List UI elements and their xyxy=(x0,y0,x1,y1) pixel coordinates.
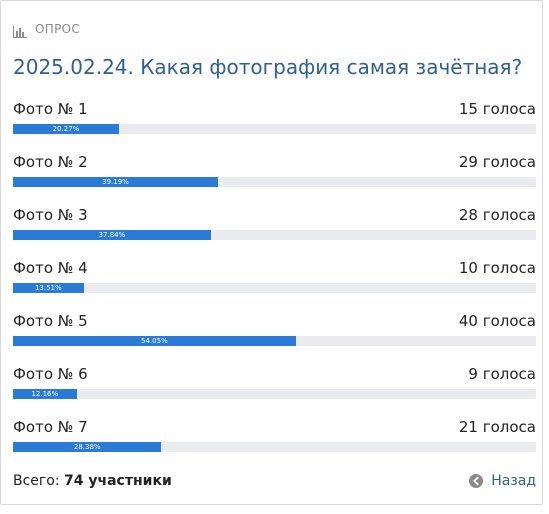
poll-option-name: Фото № 7 xyxy=(13,418,88,436)
poll-option-votes: 40 голоса xyxy=(458,312,536,330)
poll-option-name: Фото № 6 xyxy=(13,365,88,383)
poll-option-name: Фото № 2 xyxy=(13,153,88,171)
poll-title: 2025.02.24. Какая фотография самая зачёт… xyxy=(13,55,523,79)
poll-option-bar-track: 13.51% xyxy=(13,283,536,293)
poll-option-name: Фото № 5 xyxy=(13,312,88,330)
poll-option: Фото № 1 15 голоса 20.27% xyxy=(13,97,536,150)
poll-option-bar-fill: 28.38% xyxy=(13,442,162,452)
poll-option-percent: 54.05% xyxy=(140,337,168,345)
poll-option-bar-track: 39.19% xyxy=(13,177,536,187)
poll-option-percent: 12.16% xyxy=(31,390,59,398)
poll-option-bar-fill: 54.05% xyxy=(13,336,296,346)
total-value: 74 участники xyxy=(64,473,172,489)
total-participants: Всего: 74 участники xyxy=(13,473,172,489)
back-link[interactable]: Назад xyxy=(469,473,536,489)
poll-option-bar-track: 20.27% xyxy=(13,124,536,134)
back-label: Назад xyxy=(491,473,536,489)
poll-option-percent: 20.27% xyxy=(52,125,80,133)
poll-option-bar-track: 54.05% xyxy=(13,336,536,346)
poll-footer: Всего: 74 участники Назад xyxy=(13,473,536,493)
poll-header: ОПРОС xyxy=(13,21,81,38)
poll-option-votes: 9 голоса xyxy=(468,365,536,383)
poll-option-bar-track: 28.38% xyxy=(13,442,536,452)
poll-option-percent: 13.51% xyxy=(34,284,62,292)
poll-option-bar-fill: 20.27% xyxy=(13,124,119,134)
poll-option-bar-fill: 39.19% xyxy=(13,177,218,187)
poll-option: Фото № 5 40 голоса 54.05% xyxy=(13,309,536,362)
poll-option-votes: 10 голоса xyxy=(458,259,536,277)
poll-option-name: Фото № 4 xyxy=(13,259,88,277)
poll-option-bar-track: 37.84% xyxy=(13,230,536,240)
poll-option-bar-fill: 37.84% xyxy=(13,230,211,240)
poll-option-name: Фото № 1 xyxy=(13,100,88,118)
poll-option-votes: 29 голоса xyxy=(458,153,536,171)
poll-option-votes: 21 голоса xyxy=(458,418,536,436)
poll-option: Фото № 6 9 голоса 12.16% xyxy=(13,362,536,415)
poll-option-bar-track: 12.16% xyxy=(13,389,536,399)
poll-option: Фото № 7 21 голоса 28.38% xyxy=(13,415,536,468)
bar-chart-icon xyxy=(13,23,27,38)
arrow-left-circle-icon xyxy=(469,474,484,488)
poll-option: Фото № 3 28 голоса 37.84% xyxy=(13,203,536,256)
poll-option-votes: 15 голоса xyxy=(458,100,536,118)
poll-option: Фото № 4 10 голоса 13.51% xyxy=(13,256,536,309)
poll-option-bar-fill: 13.51% xyxy=(13,283,84,293)
poll-option-percent: 39.19% xyxy=(102,178,129,186)
poll-widget: ОПРОС 2025.02.24. Какая фотография самая… xyxy=(0,0,543,505)
poll-option-votes: 28 голоса xyxy=(458,206,536,224)
poll-results: Фото № 1 15 голоса 20.27% Фото № 2 29 голоса… xyxy=(13,97,536,468)
poll-option-name: Фото № 3 xyxy=(13,206,88,224)
poll-header-label: ОПРОС xyxy=(35,22,81,36)
poll-option-percent: 37.84% xyxy=(98,231,126,239)
total-label: Всего: xyxy=(13,473,60,489)
poll-option-bar-fill: 12.16% xyxy=(13,389,77,399)
poll-option-percent: 28.38% xyxy=(73,443,101,451)
poll-option: Фото № 2 29 голоса 39.19% xyxy=(13,150,536,203)
